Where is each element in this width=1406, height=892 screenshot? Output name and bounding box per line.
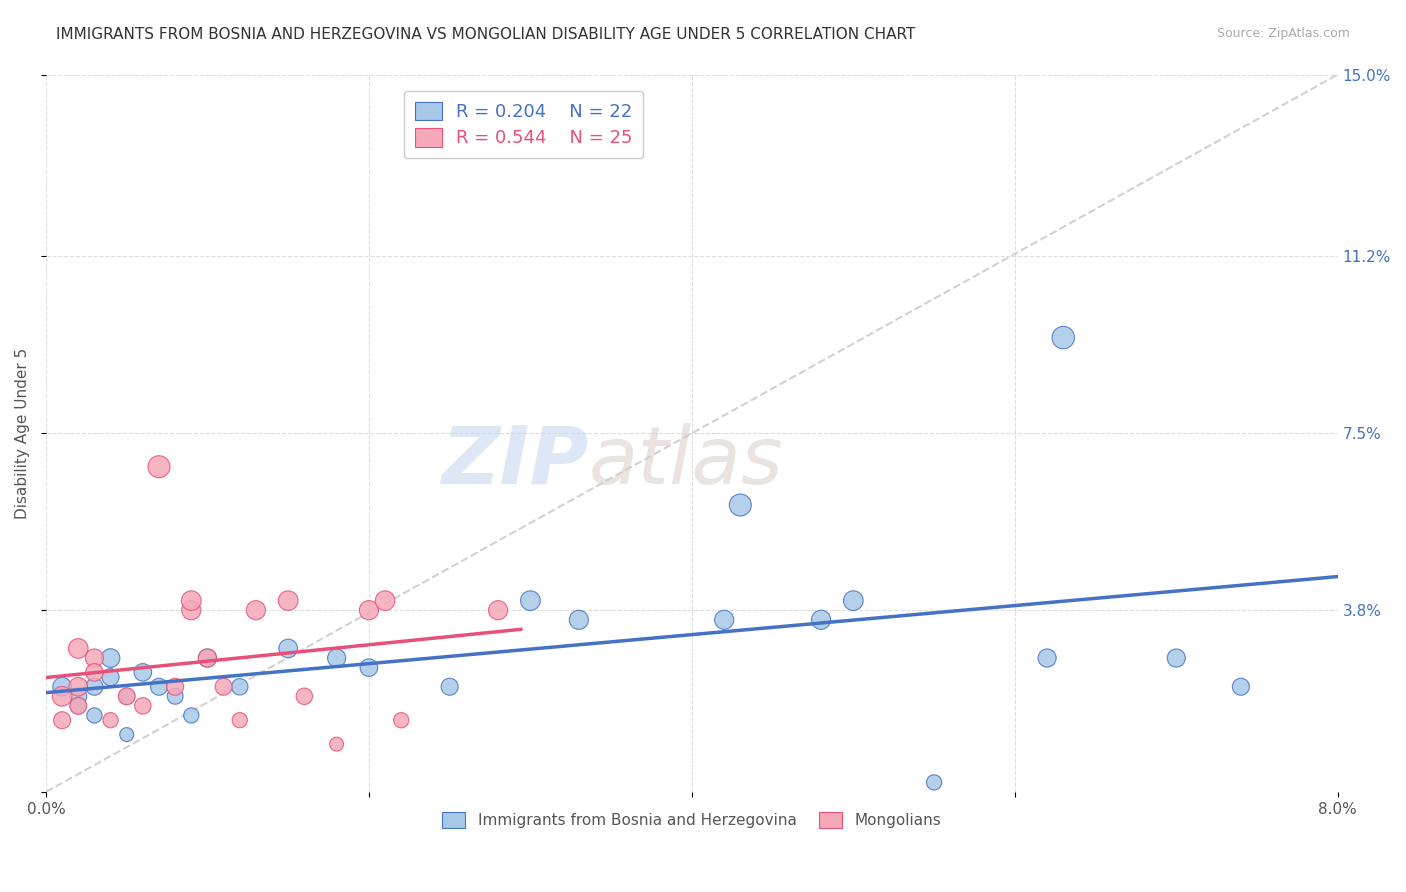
Point bbox=[439, 680, 461, 694]
Point bbox=[357, 660, 380, 674]
Text: Source: ZipAtlas.com: Source: ZipAtlas.com bbox=[1216, 27, 1350, 40]
Point bbox=[132, 665, 155, 680]
Point bbox=[115, 690, 138, 704]
Point bbox=[1230, 680, 1253, 694]
Point bbox=[810, 613, 832, 627]
Point bbox=[165, 680, 187, 694]
Text: IMMIGRANTS FROM BOSNIA AND HERZEGOVINA VS MONGOLIAN DISABILITY AGE UNDER 5 CORRE: IMMIGRANTS FROM BOSNIA AND HERZEGOVINA V… bbox=[56, 27, 915, 42]
Point bbox=[67, 698, 90, 713]
Point bbox=[374, 593, 396, 607]
Y-axis label: Disability Age Under 5: Disability Age Under 5 bbox=[15, 348, 30, 519]
Point bbox=[67, 698, 90, 713]
Point bbox=[389, 713, 412, 727]
Point bbox=[197, 651, 219, 665]
Point bbox=[922, 775, 945, 789]
Point bbox=[100, 713, 122, 727]
Point bbox=[180, 593, 202, 607]
Point bbox=[357, 603, 380, 617]
Point bbox=[83, 651, 105, 665]
Point bbox=[1166, 651, 1188, 665]
Point bbox=[1036, 651, 1059, 665]
Point bbox=[115, 728, 138, 742]
Point bbox=[83, 665, 105, 680]
Point bbox=[51, 680, 73, 694]
Point bbox=[730, 498, 752, 512]
Point bbox=[51, 713, 73, 727]
Point bbox=[100, 651, 122, 665]
Point bbox=[83, 680, 105, 694]
Point bbox=[180, 708, 202, 723]
Point bbox=[67, 690, 90, 704]
Text: ZIP: ZIP bbox=[441, 423, 589, 501]
Point bbox=[197, 651, 219, 665]
Point bbox=[229, 713, 252, 727]
Point bbox=[148, 680, 170, 694]
Point bbox=[277, 641, 299, 656]
Text: atlas: atlas bbox=[589, 423, 783, 501]
Point bbox=[212, 680, 235, 694]
Point bbox=[100, 670, 122, 684]
Point bbox=[132, 698, 155, 713]
Point bbox=[245, 603, 267, 617]
Point bbox=[325, 651, 347, 665]
Point bbox=[180, 603, 202, 617]
Point bbox=[568, 613, 591, 627]
Point bbox=[115, 690, 138, 704]
Point bbox=[292, 690, 315, 704]
Point bbox=[519, 593, 541, 607]
Point bbox=[67, 641, 90, 656]
Point bbox=[713, 613, 735, 627]
Point bbox=[1052, 330, 1074, 344]
Point bbox=[148, 459, 170, 474]
Legend: Immigrants from Bosnia and Herzegovina, Mongolians: Immigrants from Bosnia and Herzegovina, … bbox=[436, 806, 948, 835]
Point bbox=[486, 603, 509, 617]
Point bbox=[165, 690, 187, 704]
Point bbox=[51, 690, 73, 704]
Point bbox=[842, 593, 865, 607]
Point bbox=[325, 737, 347, 751]
Point bbox=[67, 680, 90, 694]
Point bbox=[277, 593, 299, 607]
Point bbox=[229, 680, 252, 694]
Point bbox=[83, 708, 105, 723]
